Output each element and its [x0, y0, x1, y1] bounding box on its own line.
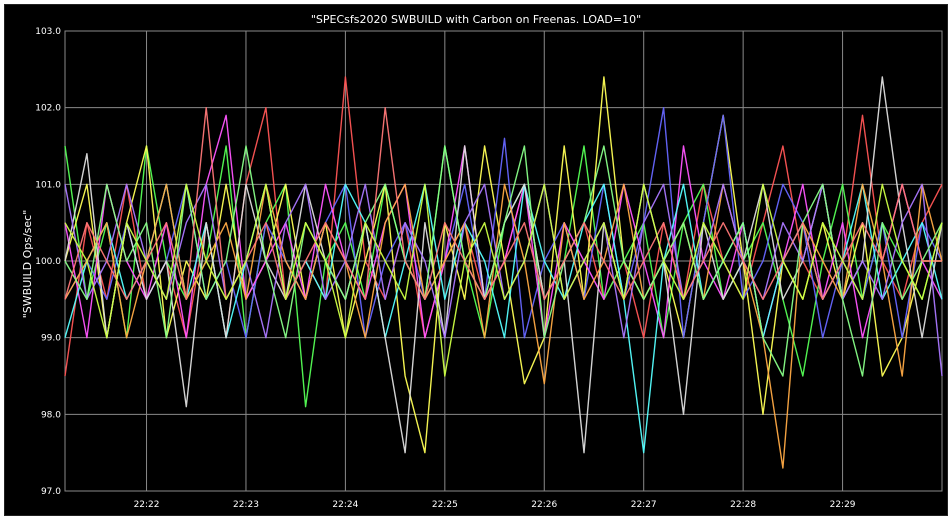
x-tick-label: 22:22: [134, 500, 160, 510]
x-tick-label: 22:23: [233, 500, 259, 510]
series-line-12: [64, 183, 943, 377]
y-axis-label: "SWBUILD Ops/sec": [21, 210, 34, 319]
y-tick-label: 100.0: [35, 257, 61, 267]
series-line-8: [64, 183, 943, 469]
x-tick-label: 22:26: [531, 500, 557, 510]
x-tick-label: 22:27: [631, 500, 657, 510]
y-tick-label: 97.0: [41, 487, 61, 497]
series-layer: [64, 76, 943, 469]
y-tick-label: 102.0: [35, 104, 61, 114]
y-tick-label: 101.0: [35, 180, 61, 190]
series-line-11: [64, 106, 942, 300]
x-tick-label: 22:24: [332, 500, 358, 510]
y-tick-label: 99.0: [41, 334, 61, 344]
x-tick-label: 22:29: [830, 500, 856, 510]
line-chart: "SPECsfs2020 SWBUILD with Carbon on Free…: [21, 13, 943, 510]
y-tick-label: 103.0: [35, 27, 61, 37]
chart-frame: "SPECsfs2020 SWBUILD with Carbon on Free…: [4, 4, 948, 516]
series-line-10: [64, 145, 943, 377]
y-tick-label: 98.0: [41, 410, 61, 420]
tick-labels: 97.0 98.0 99.0 100.0 101.0 102.0 103.0 22:22 22:…: [35, 27, 856, 510]
x-tick-label: 22:28: [730, 500, 756, 510]
chart-title: "SPECsfs2020 SWBUILD with Carbon on Free…: [311, 13, 641, 26]
x-tick-label: 22:25: [432, 500, 458, 510]
